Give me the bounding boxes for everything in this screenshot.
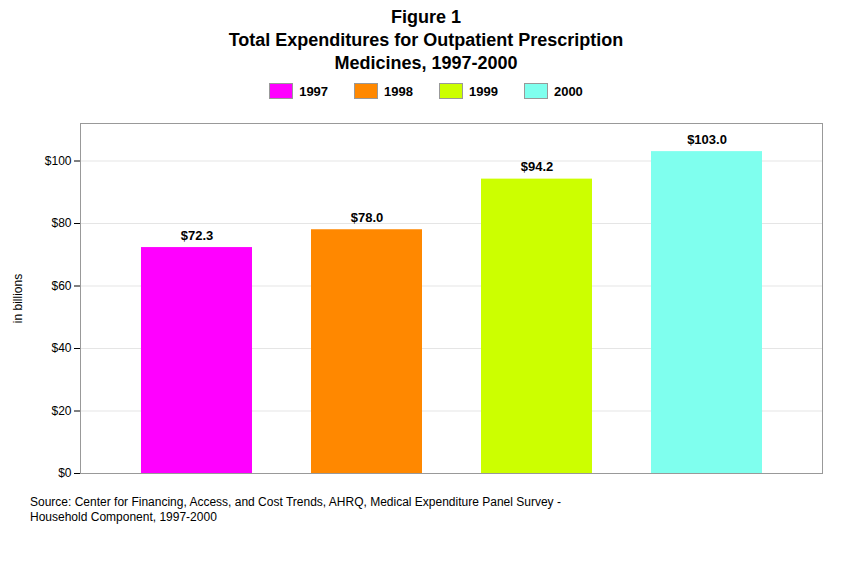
html-text:1997: 1997 (299, 83, 329, 99)
svg-text:$72.3: $72.3 (181, 228, 214, 243)
svg-text:$100: $100 (45, 154, 72, 168)
html-text:1999: 1999 (469, 83, 498, 99)
svg-text:$80: $80 (51, 216, 71, 230)
html-text:Figure 1: Figure 1 (391, 7, 461, 27)
svg-text:in billions: in billions (11, 274, 25, 323)
svg-text:$20: $20 (51, 404, 71, 418)
svg-text:$94.2: $94.2 (521, 159, 554, 174)
svg-text:$40: $40 (51, 341, 71, 355)
html-text:Medicines, 1997-2000: Medicines, 1997-2000 (334, 53, 518, 73)
html-text:2000: 2000 (553, 83, 583, 99)
svg-text:$60: $60 (51, 279, 71, 293)
svg-text:$0: $0 (58, 466, 72, 480)
html-text:Total Expenditures for Outpati: Total Expenditures for Outpatient Prescr… (228, 30, 624, 50)
svg-text:$103.0: $103.0 (687, 132, 727, 147)
svg-text:$78.0: $78.0 (351, 210, 384, 225)
html-text:1998: 1998 (384, 83, 413, 99)
html-text:Source: Center for Financing,: Source: Center for Financing, Access, an… (30, 495, 561, 524)
